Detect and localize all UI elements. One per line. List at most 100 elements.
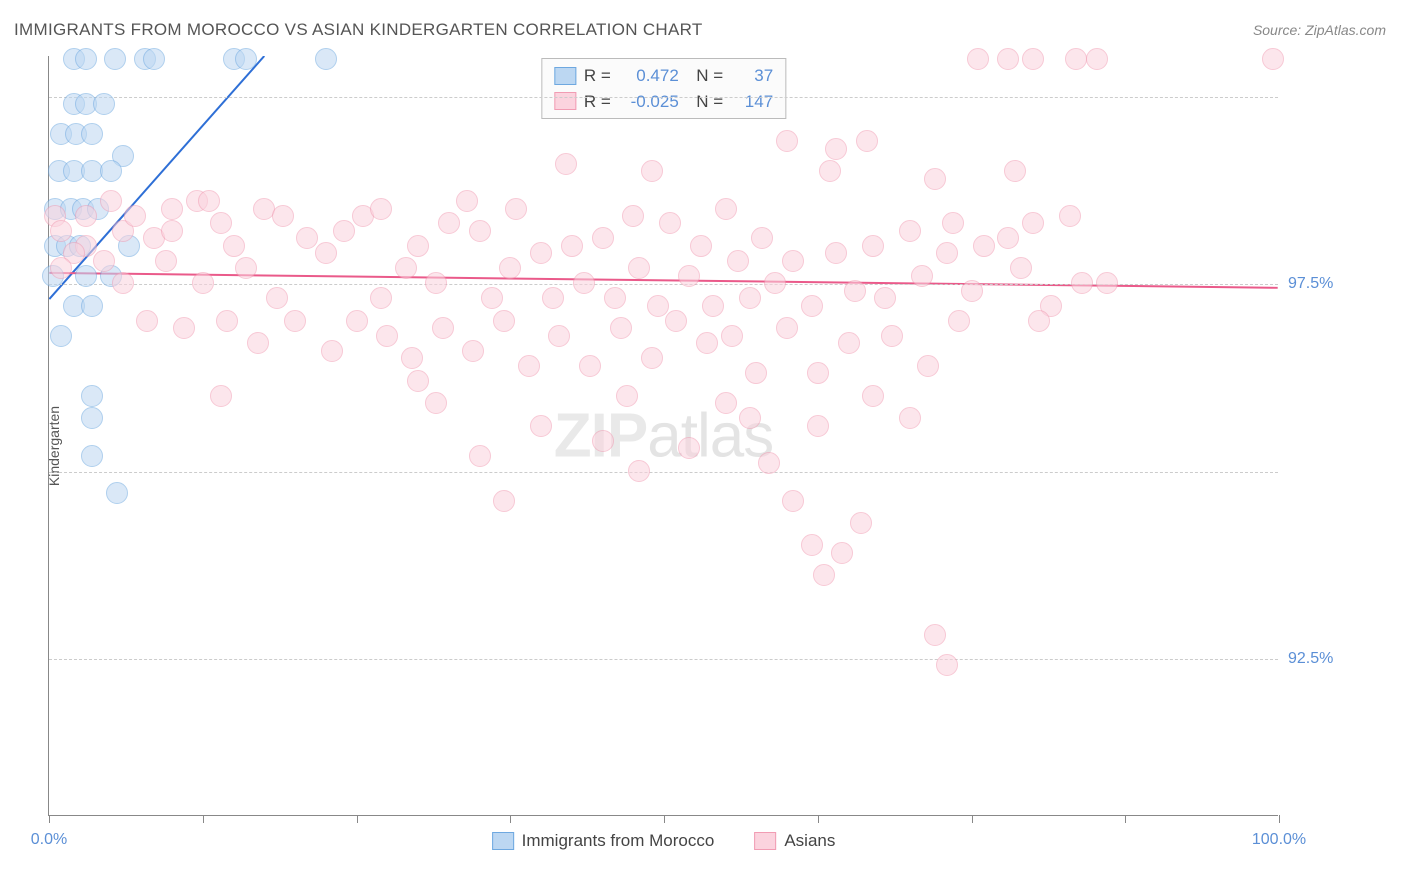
data-point-asians	[850, 512, 872, 534]
data-point-asians	[266, 287, 288, 309]
trend-line-asians	[49, 273, 1277, 288]
data-point-morocco	[81, 445, 103, 467]
gridline	[49, 659, 1278, 660]
data-point-asians	[161, 220, 183, 242]
data-point-asians	[210, 212, 232, 234]
n-label: N =	[687, 63, 723, 89]
data-point-morocco	[143, 48, 165, 70]
data-point-asians	[665, 310, 687, 332]
data-point-morocco	[235, 48, 257, 70]
data-point-asians	[831, 542, 853, 564]
data-point-asians	[807, 415, 829, 437]
data-point-asians	[247, 332, 269, 354]
data-point-asians	[1022, 212, 1044, 234]
legend-swatch	[554, 92, 576, 110]
data-point-asians	[518, 355, 540, 377]
data-point-asians	[592, 430, 614, 452]
data-point-asians	[395, 257, 417, 279]
data-point-asians	[1010, 257, 1032, 279]
data-point-asians	[936, 242, 958, 264]
data-point-asians	[407, 235, 429, 257]
data-point-asians	[1071, 272, 1093, 294]
data-point-asians	[223, 235, 245, 257]
data-point-asians	[296, 227, 318, 249]
data-point-asians	[641, 160, 663, 182]
data-point-asians	[604, 287, 626, 309]
data-point-asians	[75, 205, 97, 227]
r-value: 0.472	[619, 63, 679, 89]
data-point-asians	[376, 325, 398, 347]
data-point-asians	[346, 310, 368, 332]
data-point-asians	[948, 310, 970, 332]
data-point-asians	[628, 460, 650, 482]
data-point-asians	[272, 205, 294, 227]
data-point-asians	[924, 624, 946, 646]
legend-row-morocco: R = 0.472 N = 37	[554, 63, 773, 89]
data-point-asians	[678, 437, 700, 459]
n-value: 37	[731, 63, 773, 89]
data-point-asians	[942, 212, 964, 234]
data-point-asians	[844, 280, 866, 302]
r-label: R =	[584, 63, 611, 89]
data-point-asians	[961, 280, 983, 302]
data-point-asians	[432, 317, 454, 339]
data-point-asians	[899, 220, 921, 242]
legend-swatch	[754, 832, 776, 850]
data-point-asians	[997, 48, 1019, 70]
data-point-morocco	[106, 482, 128, 504]
data-point-asians	[973, 235, 995, 257]
data-point-asians	[161, 198, 183, 220]
data-point-asians	[542, 287, 564, 309]
x-tick	[818, 815, 819, 823]
trend-lines	[49, 56, 1278, 815]
data-point-asians	[1086, 48, 1108, 70]
data-point-asians	[807, 362, 829, 384]
data-point-asians	[739, 287, 761, 309]
data-point-asians	[481, 287, 503, 309]
legend-row-asians: R =-0.025 N =147	[554, 89, 773, 115]
x-tick	[510, 815, 511, 823]
data-point-asians	[407, 370, 429, 392]
data-point-asians	[592, 227, 614, 249]
data-point-asians	[776, 317, 798, 339]
data-point-asians	[315, 242, 337, 264]
x-tick	[357, 815, 358, 823]
data-point-asians	[469, 445, 491, 467]
plot-area: ZIPatlas R =0.472 N =37R =-0.025 N =147 …	[48, 56, 1278, 816]
data-point-asians	[530, 415, 552, 437]
data-point-morocco	[315, 48, 337, 70]
r-label: R =	[584, 89, 611, 115]
data-point-asians	[438, 212, 460, 234]
n-label: N =	[687, 89, 723, 115]
correlation-legend: R =0.472 N =37R =-0.025 N =147	[541, 58, 786, 119]
data-point-asians	[702, 295, 724, 317]
data-point-asians	[997, 227, 1019, 249]
data-point-asians	[647, 295, 669, 317]
data-point-asians	[610, 317, 632, 339]
data-point-morocco	[81, 295, 103, 317]
x-tick	[49, 815, 50, 823]
data-point-asians	[825, 242, 847, 264]
data-point-asians	[136, 310, 158, 332]
data-point-asians	[745, 362, 767, 384]
data-point-morocco	[93, 93, 115, 115]
legend-swatch	[554, 67, 576, 85]
data-point-asians	[50, 220, 72, 242]
data-point-morocco	[81, 385, 103, 407]
data-point-asians	[530, 242, 552, 264]
data-point-asians	[401, 347, 423, 369]
data-point-asians	[493, 310, 515, 332]
data-point-asians	[715, 392, 737, 414]
data-point-asians	[819, 160, 841, 182]
gridline	[49, 284, 1278, 285]
data-point-morocco	[50, 325, 72, 347]
data-point-asians	[776, 130, 798, 152]
data-point-asians	[462, 340, 484, 362]
data-point-asians	[862, 235, 884, 257]
x-tick	[972, 815, 973, 823]
data-point-asians	[801, 534, 823, 556]
data-point-asians	[874, 287, 896, 309]
n-value: 147	[731, 89, 773, 115]
x-tick	[1125, 815, 1126, 823]
data-point-asians	[659, 212, 681, 234]
